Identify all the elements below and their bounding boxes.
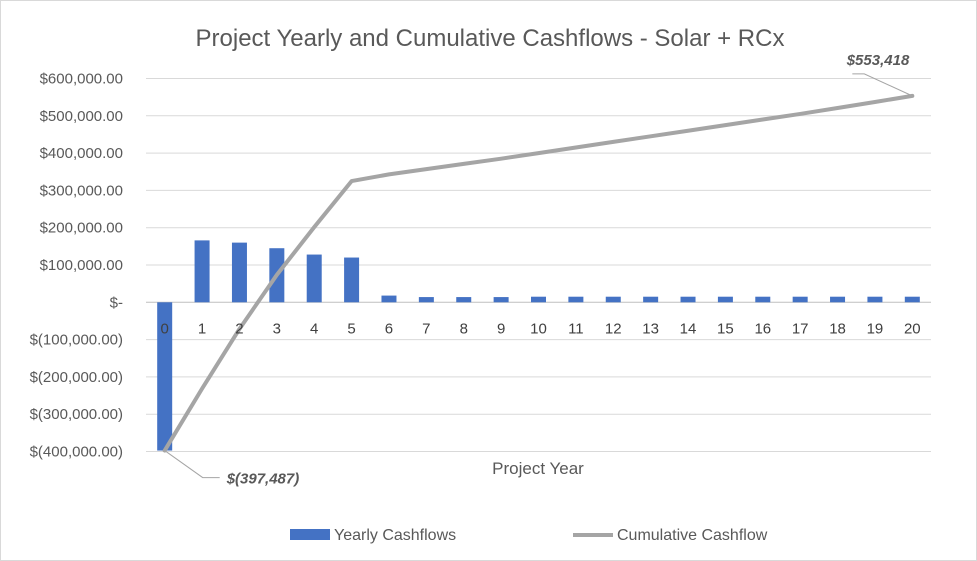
callout-label-end: $553,418: [846, 52, 910, 69]
bar-year-4: [306, 254, 322, 303]
x-tick-label: 6: [385, 320, 393, 337]
bar-year-8: [456, 297, 472, 303]
y-tick-label: $300,000.00: [40, 182, 123, 199]
bar-year-16: [755, 296, 771, 303]
y-tick-label: $(200,000.00): [30, 369, 123, 386]
legend: Yearly Cashflows Cumulative Cashflow: [290, 527, 768, 544]
bar-year-2: [231, 242, 247, 303]
x-tick-label: 3: [273, 320, 281, 337]
legend-label-yearly: Yearly Cashflows: [334, 527, 456, 544]
yearly-cashflow-bars: [157, 240, 920, 451]
bar-year-13: [643, 296, 659, 303]
bar-year-9: [493, 297, 509, 303]
y-tick-label: $600,000.00: [40, 71, 123, 88]
callout-labels: $(397,487) $553,418: [164, 52, 913, 488]
x-tick-label: 13: [642, 320, 659, 337]
x-tick-label: 18: [829, 320, 846, 337]
bar-year-0: [157, 302, 173, 451]
bar-year-6: [381, 295, 397, 303]
x-tick-label: 9: [497, 320, 505, 337]
x-tick-label: 10: [530, 320, 547, 337]
x-tick-label: 15: [717, 320, 734, 337]
bar-year-14: [680, 296, 696, 303]
y-tick-label: $200,000.00: [40, 220, 123, 237]
bar-year-20: [904, 296, 920, 303]
x-tick-label: 19: [867, 320, 884, 337]
x-tick-label: 5: [347, 320, 355, 337]
bar-year-5: [344, 257, 360, 303]
bar-year-18: [830, 296, 846, 303]
x-tick-label: 20: [904, 320, 921, 337]
y-tick-label: $(400,000.00): [30, 444, 123, 461]
x-tick-label: 1: [198, 320, 206, 337]
callout-leader-start: [164, 450, 220, 479]
y-tick-label: $400,000.00: [40, 145, 123, 162]
x-tick-label: 14: [680, 320, 697, 337]
bar-year-11: [568, 296, 584, 303]
bar-year-17: [792, 296, 808, 303]
x-tick-label: 8: [460, 320, 468, 337]
cumulative-cashflow-line: [162, 93, 915, 453]
bar-year-10: [531, 296, 546, 303]
callout-label-start: $(397,487): [226, 471, 300, 488]
y-tick-label: $500,000.00: [40, 108, 123, 125]
y-tick-label: $100,000.00: [40, 257, 123, 274]
x-tick-label: 2: [235, 320, 243, 337]
gridlines: [146, 78, 931, 452]
bar-year-7: [418, 297, 434, 303]
y-tick-label: $(100,000.00): [30, 332, 123, 349]
x-axis-tick-labels: 0 1 2 3 4 5 6 7 8 9 10 11 12 13 14 15 16 17 18 19 20: [161, 320, 921, 337]
x-tick-label: 0: [161, 320, 169, 337]
y-axis-tick-labels: $600,000.00 $500,000.00 $400,000.00 $300,00…: [30, 71, 123, 461]
callout-leader-end: [852, 73, 913, 97]
x-tick-label: 17: [792, 320, 809, 337]
x-tick-label: 11: [568, 320, 584, 337]
x-tick-label: 4: [310, 320, 318, 337]
bar-year-19: [867, 296, 883, 303]
x-tick-label: 12: [605, 320, 622, 337]
bar-year-15: [717, 296, 733, 303]
x-axis-label: Project Year: [492, 459, 584, 478]
chart-title: Project Yearly and Cumulative Cashflows …: [196, 25, 785, 52]
y-tick-label: $(300,000.00): [30, 406, 123, 423]
x-tick-label: 7: [422, 320, 430, 337]
legend-swatch-yearly: [290, 529, 330, 540]
x-tick-label: 16: [754, 320, 771, 337]
bar-year-12: [605, 296, 621, 303]
y-tick-label: $-: [110, 294, 123, 311]
bar-year-1: [194, 240, 210, 303]
cumulative-line-path: [162, 93, 915, 453]
legend-label-cumulative: Cumulative Cashflow: [617, 527, 768, 544]
